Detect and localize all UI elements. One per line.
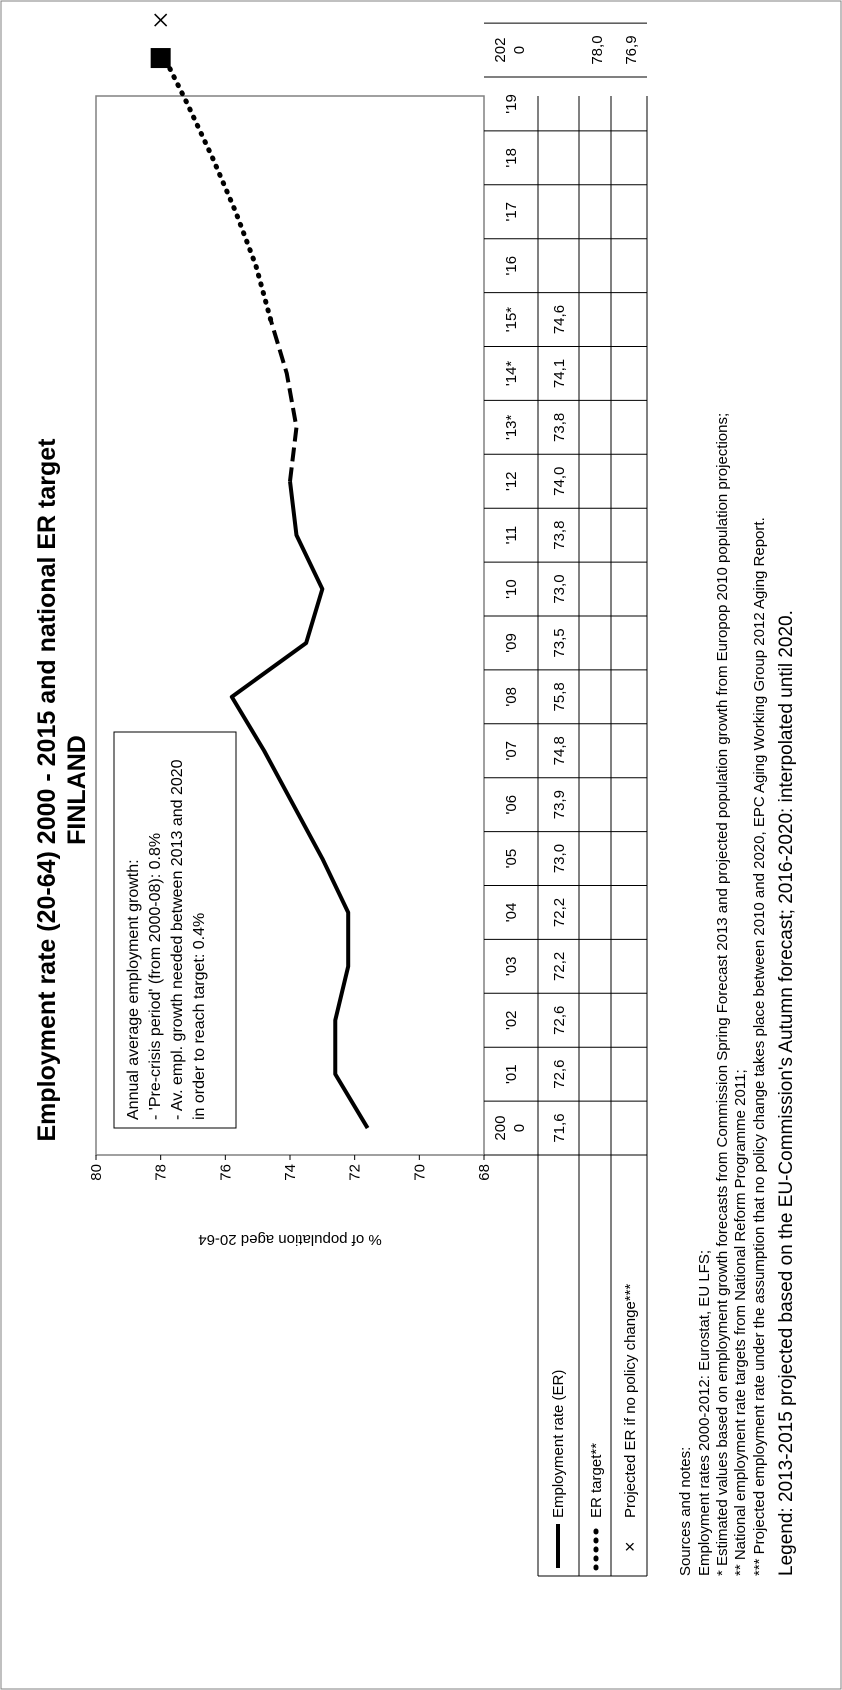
series-name: Projected ER if no policy change*** bbox=[622, 1284, 639, 1518]
y-tick-label: 78 bbox=[153, 1164, 170, 1181]
category-label: '09 bbox=[503, 633, 520, 653]
category-label: '03 bbox=[503, 957, 520, 977]
data-label: 73,5 bbox=[551, 628, 568, 657]
data-label: 74,6 bbox=[551, 305, 568, 334]
er-target-marker bbox=[150, 48, 171, 69]
data-label: 72,6 bbox=[551, 1006, 568, 1035]
note-line: *** Projected employment rate under the … bbox=[751, 517, 768, 1576]
annotation-line: Annual average employment growth: bbox=[125, 859, 142, 1120]
data-label: 74,1 bbox=[551, 359, 568, 388]
category-label: '10 bbox=[503, 579, 520, 599]
legend-symbol-projected: × bbox=[620, 1541, 640, 1552]
data-label: 73,0 bbox=[551, 844, 568, 873]
data-label: 74,8 bbox=[551, 736, 568, 765]
er-line-interpolated bbox=[158, 47, 274, 323]
category-label-line2: 0 bbox=[511, 46, 528, 54]
series-name: Employment rate (ER) bbox=[550, 1370, 567, 1518]
note-line: * Estimated values based on employment g… bbox=[714, 413, 731, 1576]
data-label: 74,0 bbox=[551, 467, 568, 496]
projected-er-marker-stroke bbox=[154, 13, 168, 27]
chart-subtitle: FINLAND bbox=[63, 735, 91, 845]
category-label: '13* bbox=[503, 414, 520, 440]
category-label: '14* bbox=[503, 361, 520, 387]
y-tick-label: 68 bbox=[476, 1164, 493, 1181]
data-label: 72,6 bbox=[551, 1060, 568, 1089]
category-label: '18 bbox=[503, 148, 520, 168]
category-label: '02 bbox=[503, 1010, 520, 1030]
category-label: '19 bbox=[503, 94, 520, 114]
category-label-line2: 0 bbox=[511, 1124, 528, 1132]
data-label: 78,0 bbox=[589, 35, 606, 64]
category-label: 202 bbox=[492, 38, 509, 63]
data-label: 73,9 bbox=[551, 790, 568, 819]
note-line: ** National employment rate targets from… bbox=[732, 1069, 749, 1576]
data-label: 73,8 bbox=[551, 521, 568, 550]
data-label: 72,2 bbox=[551, 952, 568, 981]
y-tick-label: 80 bbox=[88, 1164, 105, 1181]
annotation-line: - 'Pre-crisis period' (from 2000-08): 0.… bbox=[147, 833, 164, 1120]
category-label: '11 bbox=[503, 526, 520, 544]
note-line: Legend: 2013-2015 projected based on the… bbox=[776, 610, 797, 1576]
category-label: '06 bbox=[503, 795, 520, 815]
series-name: ER target** bbox=[588, 1443, 605, 1518]
category-label: '12 bbox=[503, 471, 520, 491]
y-tick-label: 70 bbox=[411, 1164, 428, 1181]
category-label: '07 bbox=[503, 741, 520, 761]
y-tick-label: 74 bbox=[282, 1164, 299, 1181]
data-label: 71,6 bbox=[551, 1113, 568, 1142]
annotation-line: in order to reach target: 0.4% bbox=[191, 913, 208, 1120]
chart-title: Employment rate (20-64) 2000 - 2015 and … bbox=[33, 438, 61, 1142]
category-label: 200 bbox=[492, 1116, 509, 1141]
category-label: '15* bbox=[503, 307, 520, 333]
annotation-line: - Av. empl. growth needed between 2013 a… bbox=[169, 759, 186, 1120]
er-line-estimated bbox=[268, 318, 299, 482]
category-label: '08 bbox=[503, 687, 520, 707]
data-label: 73,8 bbox=[551, 413, 568, 442]
category-label: '04 bbox=[503, 903, 520, 923]
note-line: Sources and notes: bbox=[677, 1447, 694, 1576]
note-line: Employment rates 2000-2012: Eurostat, EU… bbox=[696, 1250, 713, 1576]
category-label: '01 bbox=[503, 1064, 520, 1084]
y-tick-label: 72 bbox=[347, 1164, 364, 1181]
data-table: 200 0'01'02'03'04'05'06'07'08'09'10'11'12… bbox=[484, 22, 648, 1577]
category-label: '17 bbox=[503, 202, 520, 222]
data-label: 76,9 bbox=[623, 35, 640, 64]
er-line-actual bbox=[229, 481, 370, 1130]
y-tick-label: 76 bbox=[217, 1164, 234, 1181]
data-label: 73,0 bbox=[551, 574, 568, 603]
data-label: 72,2 bbox=[551, 898, 568, 927]
annotation-box bbox=[113, 731, 237, 1129]
category-label: '05 bbox=[503, 849, 520, 869]
data-label: 75,8 bbox=[551, 682, 568, 711]
y-axis-label: % of population aged 20-64 bbox=[198, 1231, 381, 1248]
sources-and-notes: Sources and notes: Employment rates 2000-… bbox=[677, 413, 797, 1576]
plot-area: 68 70 72 74 76 78 80 % of population aged 20-64… bbox=[88, 13, 493, 1248]
category-label: '16 bbox=[503, 256, 520, 276]
